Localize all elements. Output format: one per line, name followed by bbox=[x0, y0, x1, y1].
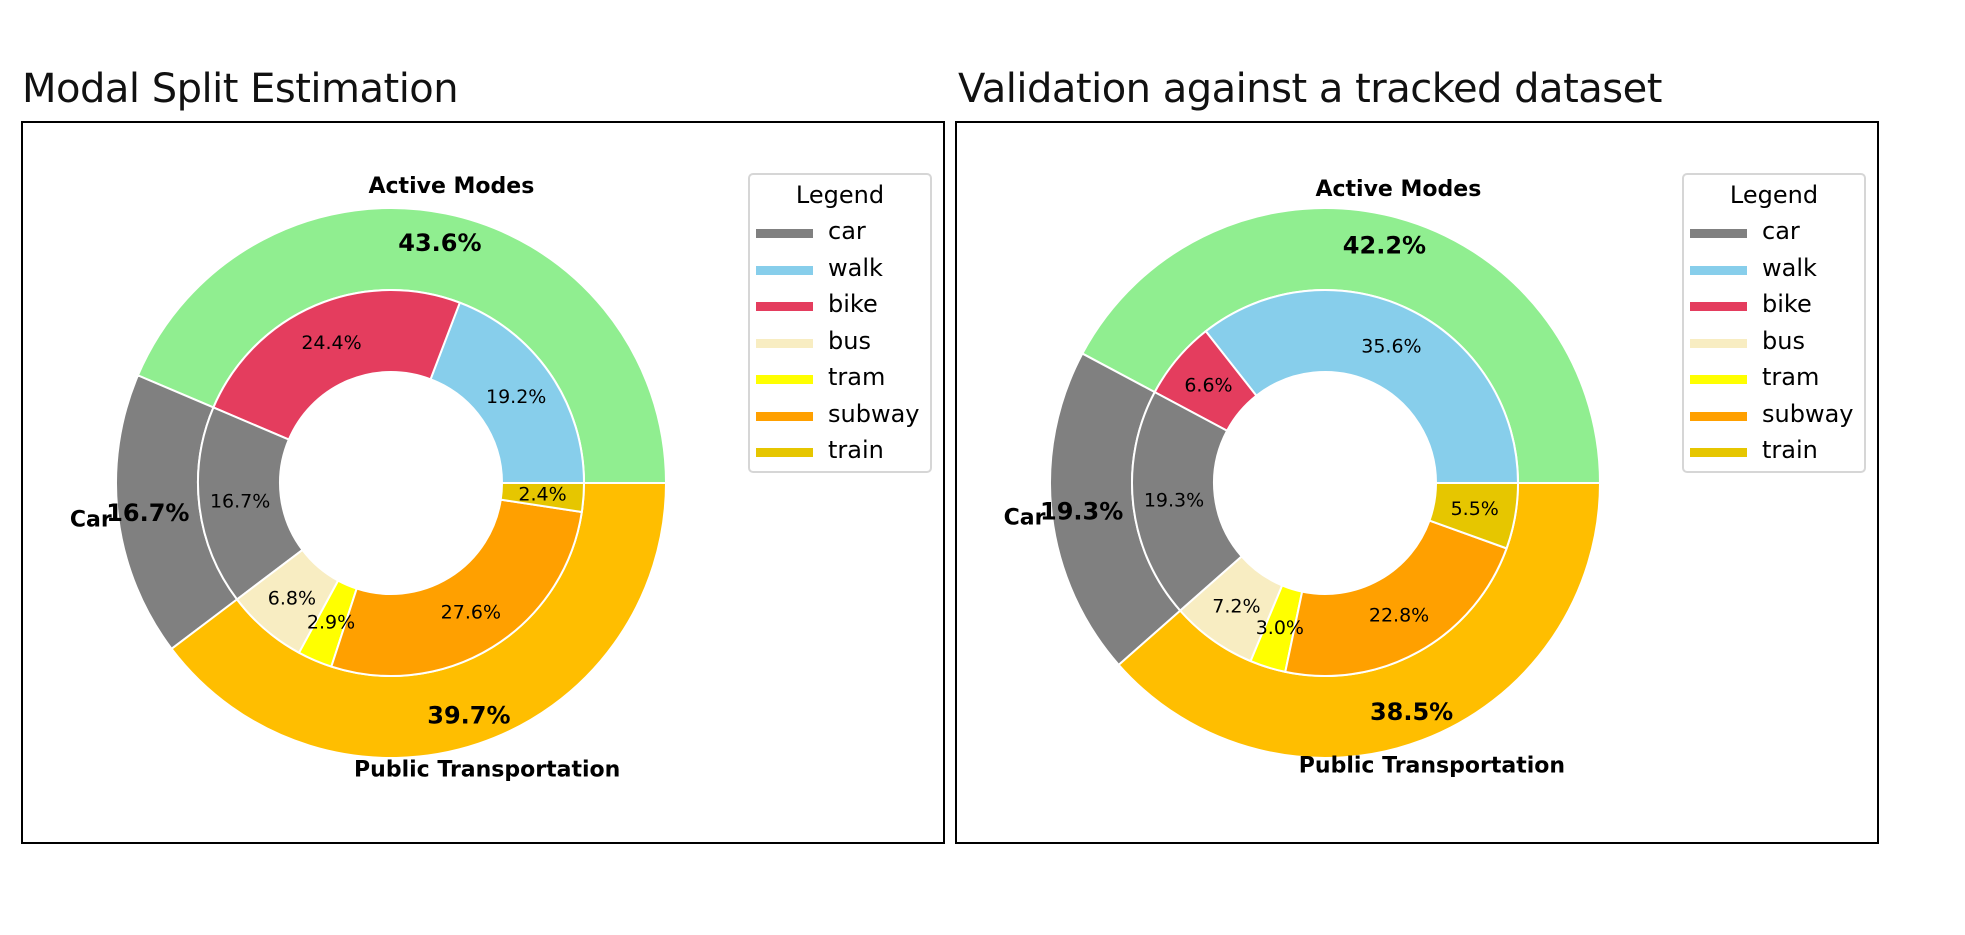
inner-value-label-subway: 27.6% bbox=[441, 601, 501, 623]
outer-category-label-car: Car bbox=[1004, 506, 1046, 531]
legend-label: subway bbox=[1762, 399, 1854, 428]
legend-swatch-walk bbox=[756, 265, 813, 275]
legend-item-car: car bbox=[750, 217, 930, 255]
chart-title-validation: Validation against a tracked dataset bbox=[958, 66, 1662, 112]
legend-label: walk bbox=[1762, 253, 1817, 282]
legend-item-subway: subway bbox=[1684, 399, 1864, 438]
legend-item-tram: tram bbox=[750, 363, 930, 401]
legend-swatch-bus bbox=[1690, 338, 1747, 348]
legend-title: Legend bbox=[795, 181, 885, 209]
legend-item-train: train bbox=[750, 436, 930, 474]
inner-slice-subway bbox=[1284, 519, 1508, 677]
inner-value-label-tram: 3.0% bbox=[1256, 617, 1304, 639]
legend-label: tram bbox=[1762, 363, 1820, 391]
legend-item-tram: tram bbox=[1684, 363, 1864, 401]
legend-swatch-bus bbox=[756, 338, 813, 348]
legend-list: car walk bike bus tram subway train bbox=[1684, 217, 1864, 474]
legend-swatch-walk bbox=[1690, 265, 1747, 275]
legend-swatch-train bbox=[756, 448, 813, 457]
outer-value-label-public-transportation: 39.7% bbox=[427, 701, 510, 729]
legend-swatch-subway bbox=[756, 411, 813, 421]
outer-value-label-active-modes: 43.6% bbox=[398, 229, 481, 257]
inner-value-label-walk: 35.6% bbox=[1361, 335, 1421, 357]
legend-swatch-car bbox=[1690, 229, 1747, 238]
legend-swatch-train bbox=[1690, 448, 1747, 457]
inner-value-label-bus: 7.2% bbox=[1212, 596, 1260, 618]
inner-slice-bike bbox=[212, 289, 461, 441]
outer-value-label-car: 16.7% bbox=[106, 499, 189, 527]
inner-slice-train bbox=[499, 482, 585, 513]
legend-item-bike: bike bbox=[1684, 290, 1864, 328]
inner-value-label-car: 16.7% bbox=[210, 491, 270, 513]
inner-value-label-tram: 2.9% bbox=[307, 612, 355, 634]
legend-item-bus: bus bbox=[1684, 326, 1864, 365]
legend-item-subway: subway bbox=[750, 399, 930, 438]
legend-swatch-tram bbox=[1690, 375, 1747, 384]
legend-item-bus: bus bbox=[750, 326, 930, 365]
legend-title: Legend bbox=[1729, 181, 1819, 209]
inner-slice-train bbox=[1428, 482, 1519, 550]
inner-slice-walk bbox=[1204, 289, 1519, 484]
outer-category-label-car: Car bbox=[70, 507, 112, 532]
outer-category-label-public-transportation: Public Transportation bbox=[1299, 753, 1565, 778]
legend-label: bus bbox=[1762, 326, 1805, 355]
outer-value-label-car: 19.3% bbox=[1040, 497, 1123, 525]
legend-box: Legend car walk bike bus tram subway tra… bbox=[1682, 173, 1866, 473]
legend-swatch-tram bbox=[756, 375, 813, 384]
legend-label: train bbox=[1762, 436, 1818, 464]
legend-list: car walk bike bus tram subway train bbox=[750, 217, 930, 474]
legend-label: car bbox=[1762, 217, 1800, 245]
chart-title-modal-split: Modal Split Estimation bbox=[22, 66, 459, 112]
legend-item-car: car bbox=[1684, 217, 1864, 255]
inner-value-label-train: 2.4% bbox=[518, 483, 566, 505]
legend-label: bike bbox=[828, 290, 878, 318]
inner-slice-walk bbox=[429, 301, 585, 484]
legend-item-bike: bike bbox=[750, 290, 930, 328]
inner-value-label-train: 5.5% bbox=[1451, 498, 1499, 520]
legend-swatch-bike bbox=[756, 302, 813, 311]
inner-value-label-walk: 19.2% bbox=[486, 386, 546, 408]
outer-value-label-active-modes: 42.2% bbox=[1343, 231, 1426, 259]
legend-item-train: train bbox=[1684, 436, 1864, 474]
inner-slice-subway bbox=[330, 498, 583, 677]
legend-label: walk bbox=[828, 253, 883, 282]
outer-category-label-active-modes: Active Modes bbox=[368, 174, 534, 199]
outer-category-label-active-modes: Active Modes bbox=[1315, 177, 1481, 202]
inner-value-label-subway: 22.8% bbox=[1369, 605, 1429, 627]
inner-value-label-bus: 6.8% bbox=[268, 587, 316, 609]
legend-swatch-subway bbox=[1690, 411, 1747, 421]
chart-panel-modal-split: 43.6% Active Modes 16.7% Car 39.7% Public Tra… bbox=[21, 121, 945, 844]
inner-value-label-car: 19.3% bbox=[1144, 490, 1204, 512]
outer-category-label-public-transportation: Public Transportation bbox=[354, 757, 620, 782]
legend-item-walk: walk bbox=[750, 253, 930, 292]
inner-value-label-bike: 6.6% bbox=[1184, 374, 1232, 396]
legend-label: car bbox=[828, 217, 866, 245]
legend-label: subway bbox=[828, 399, 920, 428]
legend-label: tram bbox=[828, 363, 886, 391]
inner-slice-car bbox=[1131, 391, 1243, 612]
legend-swatch-bike bbox=[1690, 302, 1747, 311]
legend-label: bike bbox=[1762, 290, 1812, 318]
chart-panel-validation: 42.2% Active Modes 19.3% Car 38.5% Public Tra… bbox=[955, 121, 1879, 844]
legend-label: bus bbox=[828, 326, 871, 355]
legend-item-walk: walk bbox=[1684, 253, 1864, 292]
legend-swatch-car bbox=[756, 229, 813, 238]
inner-value-label-bike: 24.4% bbox=[301, 332, 361, 354]
outer-value-label-public-transportation: 38.5% bbox=[1370, 698, 1453, 726]
legend-label: train bbox=[828, 436, 884, 464]
legend-box: Legend car walk bike bus tram subway tra… bbox=[748, 173, 932, 473]
